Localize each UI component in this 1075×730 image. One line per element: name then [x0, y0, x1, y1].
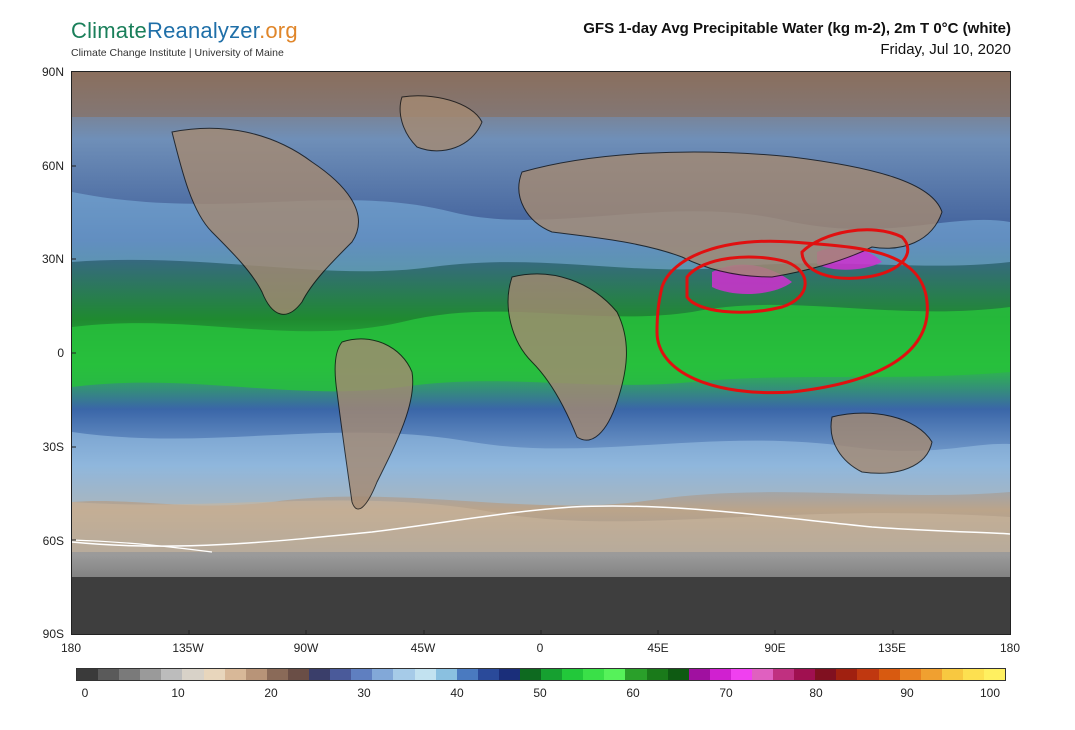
lat-label-60n: 60N — [41, 159, 64, 173]
colorbar-segment — [773, 669, 795, 680]
antarctic-region — [72, 577, 1010, 634]
arctic-region — [72, 72, 1010, 117]
colorbar-segment — [161, 669, 183, 680]
map-title-block: GFS 1-day Avg Precipitable Water (kg m-2… — [583, 20, 1011, 58]
colorbar-segment — [287, 669, 310, 680]
colorbar-segment — [224, 669, 246, 680]
precipitable-water-map[interactable] — [71, 71, 1011, 635]
colorbar-segment — [498, 669, 520, 680]
colorbar-segment — [456, 669, 478, 680]
brand-name-part3: .org — [259, 18, 298, 43]
colorbar-label-70: 70 — [719, 686, 733, 700]
colorbar-label-80: 80 — [809, 686, 823, 700]
colorbar-label-100: 100 — [979, 686, 1001, 700]
annotation-circle-south-asia — [685, 255, 807, 314]
lat-label-90n: 90N — [41, 65, 64, 79]
colorbar-segment — [962, 669, 985, 680]
lat-label-0: 0 — [57, 346, 64, 360]
africa — [507, 273, 627, 441]
colorbar-segment — [351, 669, 373, 680]
colorbar-segment — [899, 669, 921, 680]
colorbar-segment — [709, 669, 731, 680]
lon-label-90w: 90W — [293, 641, 319, 655]
lon-label-180e: 180 — [999, 641, 1021, 655]
southern-blue-band — [72, 432, 1010, 506]
lat-label-90s: 90S — [42, 627, 64, 641]
colorbar-segment — [372, 669, 394, 680]
lat-label-30s: 30S — [42, 440, 64, 454]
colorbar-segment — [119, 669, 141, 680]
colorbar-segment — [857, 669, 879, 680]
brand-logo[interactable]: ClimateReanalyzer.org Climate Change Ins… — [71, 18, 298, 59]
lon-label-0: 0 — [536, 641, 544, 655]
south-america — [334, 338, 414, 510]
colorbar-segment — [414, 669, 436, 680]
lon-label-45e: 45E — [647, 641, 669, 655]
lat-label-60s: 60S — [42, 534, 64, 548]
colorbar-segment — [266, 669, 288, 680]
colorbar-segment — [477, 669, 499, 680]
colorbar-segment — [667, 669, 689, 680]
colorbar-label-50: 50 — [533, 686, 547, 700]
annotation-circle-south-china — [800, 228, 910, 280]
colorbar-segment — [984, 669, 1006, 680]
colorbar-segment — [541, 669, 563, 680]
brand-name-part2: Reanalyzer — [146, 18, 260, 43]
map-date: Friday, Jul 10, 2020 — [880, 41, 1011, 58]
brand-subtitle: Climate Change Institute | University of… — [71, 47, 284, 59]
map-title: GFS 1-day Avg Precipitable Water (kg m-2… — [583, 20, 1011, 37]
colorbar-label-40: 40 — [450, 686, 464, 700]
colorbar-segment — [752, 669, 774, 680]
colorbar-segment — [815, 669, 837, 680]
colorbar-label-0: 0 — [81, 686, 89, 700]
brand-name-part1: Climate — [71, 18, 147, 43]
lon-label-135w: 135W — [172, 641, 204, 655]
colorbar-label-60: 60 — [626, 686, 640, 700]
colorbar-segment — [140, 669, 162, 680]
australia — [830, 412, 933, 474]
colorbar-segment — [920, 669, 942, 680]
colorbar-segment — [604, 669, 626, 680]
colorbar-segment — [245, 669, 267, 680]
zero-degree-isotherm-south — [72, 505, 1010, 547]
lon-label-45w: 45W — [410, 641, 436, 655]
lon-label-135e: 135E — [877, 641, 907, 655]
colorbar-label-30: 30 — [357, 686, 371, 700]
colorbar-label-90: 90 — [900, 686, 914, 700]
lon-label-180w: 180 — [60, 641, 82, 655]
colorbar — [76, 668, 1006, 681]
colorbar-segment — [77, 669, 99, 680]
colorbar-segment — [878, 669, 900, 680]
southern-dry-band — [72, 500, 1010, 552]
colorbar-label-20: 20 — [264, 686, 278, 700]
colorbar-segment — [583, 669, 605, 680]
colorbar-label-10: 10 — [171, 686, 185, 700]
colorbar-segment — [836, 669, 858, 680]
annotation-circle-maritime — [655, 239, 929, 395]
colorbar-segment — [794, 669, 816, 680]
brand-name: ClimateReanalyzer.org — [71, 18, 298, 44]
colorbar-segment — [625, 669, 647, 680]
lon-label-90e: 90E — [764, 641, 786, 655]
map-ticks — [72, 165, 894, 634]
colorbar-segment — [393, 669, 415, 680]
colorbar-segment — [562, 669, 584, 680]
lat-label-30n: 30N — [41, 252, 64, 266]
colorbar-segment — [941, 669, 963, 680]
colorbar-segment — [435, 669, 457, 680]
colorbar-segment — [519, 669, 542, 680]
colorbar-segment — [330, 669, 352, 680]
colorbar-segment — [646, 669, 668, 680]
north-america — [171, 127, 359, 315]
colorbar-segment — [98, 669, 120, 680]
colorbar-segment — [182, 669, 204, 680]
colorbar-segment — [203, 669, 225, 680]
colorbar-segment — [730, 669, 752, 680]
map-canvas — [72, 72, 1010, 634]
greenland — [399, 95, 483, 152]
zero-degree-isotherm-segment — [72, 539, 213, 553]
colorbar-segment — [688, 669, 710, 680]
colorbar-segment — [309, 669, 331, 680]
